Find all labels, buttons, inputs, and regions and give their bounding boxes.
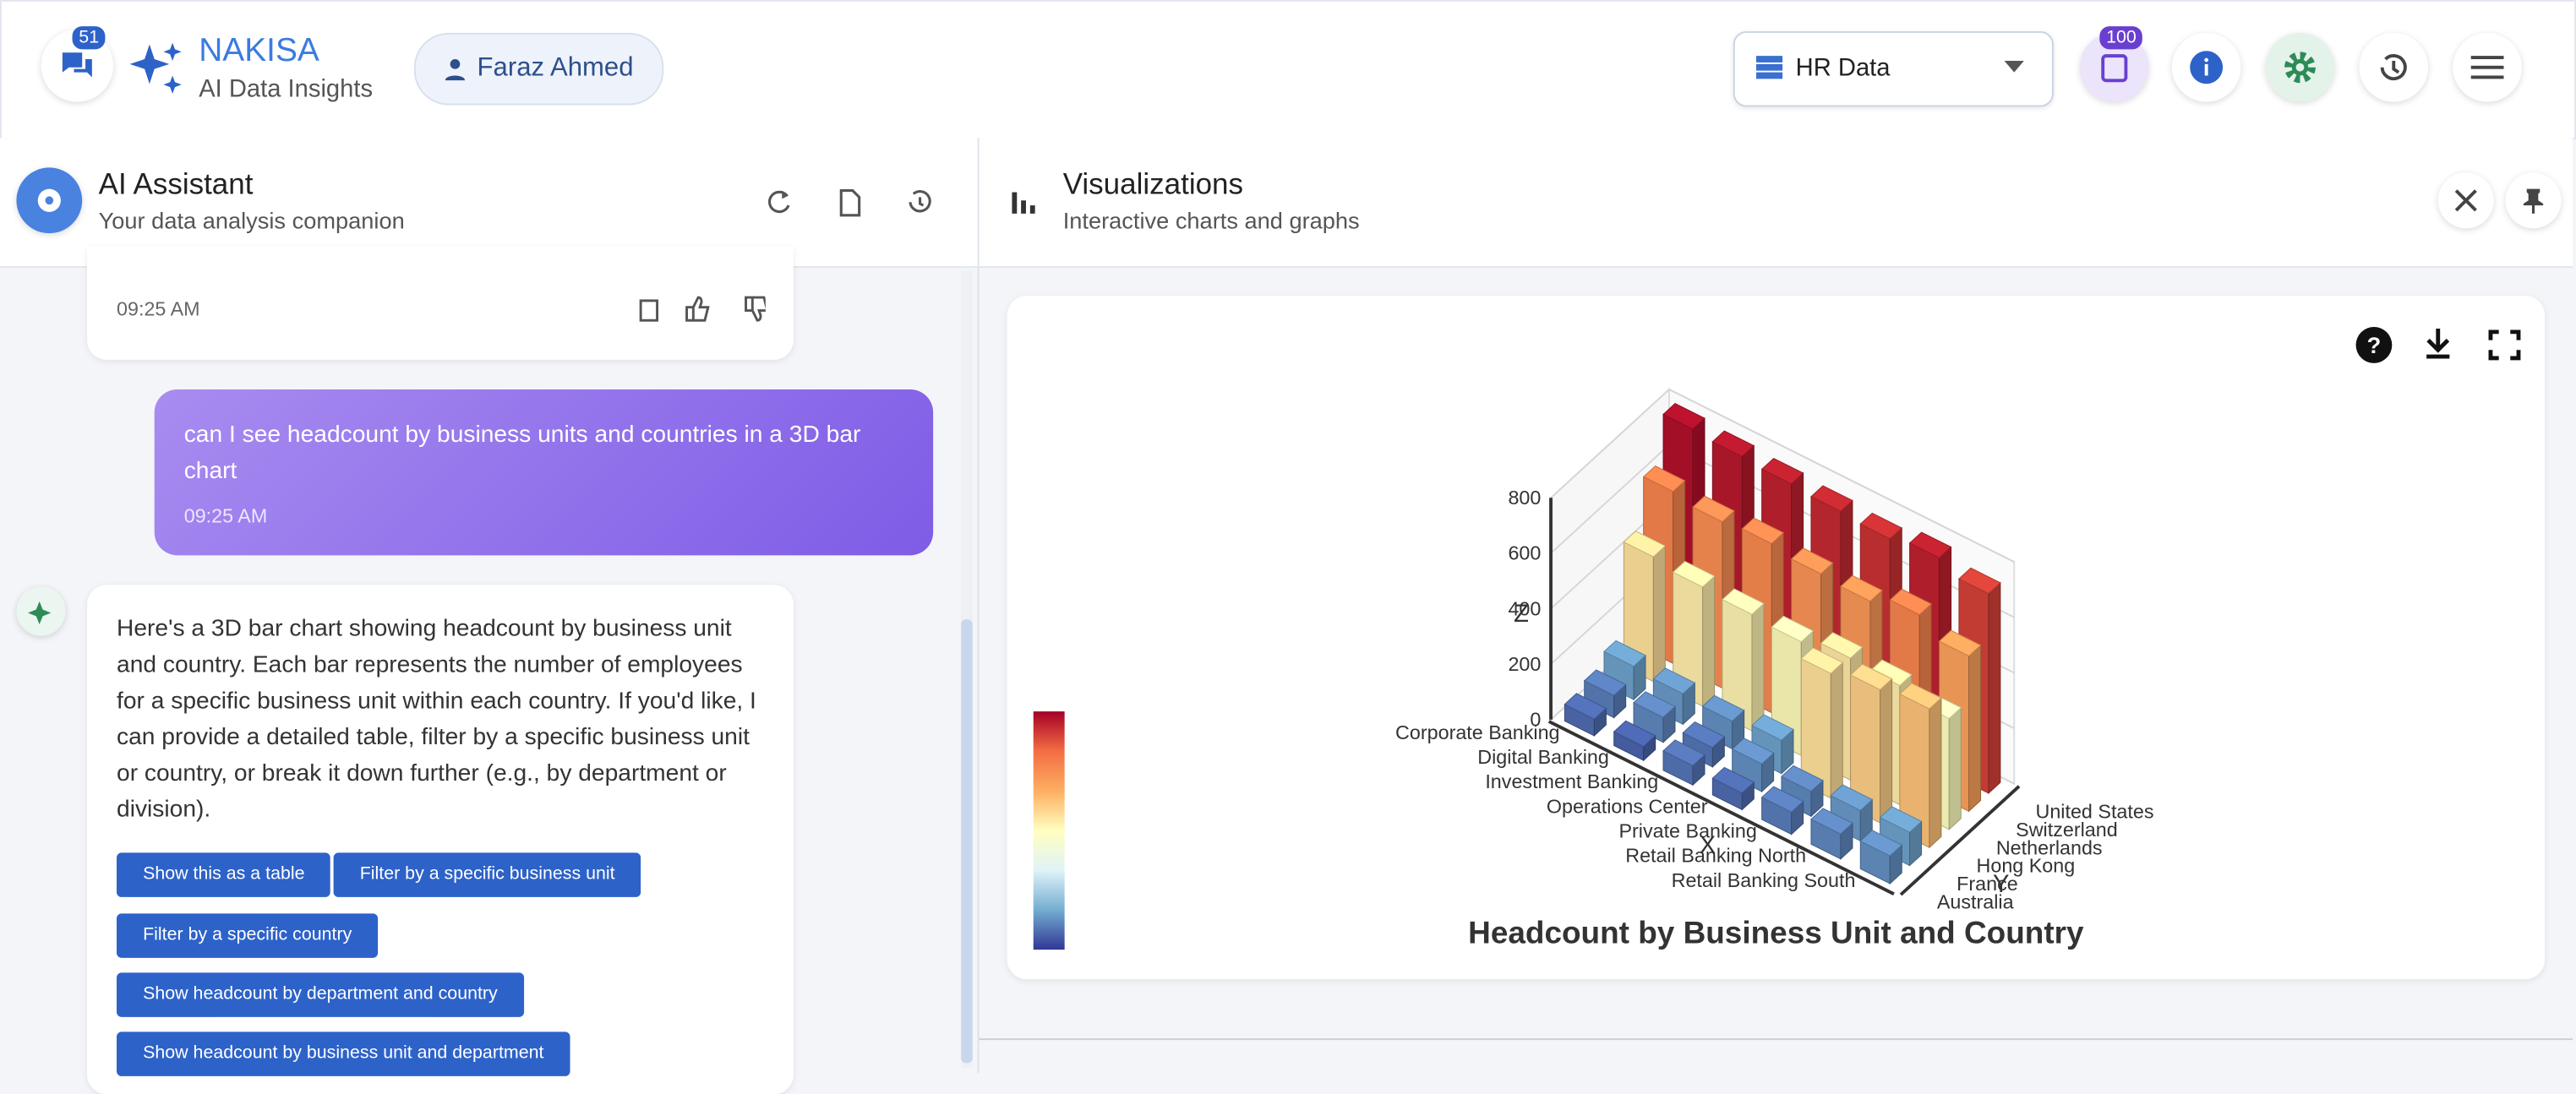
menu-button[interactable] (2453, 32, 2522, 102)
user-message-time: 09:25 AM (183, 504, 268, 528)
db-icon (1756, 56, 1783, 79)
chat-icon (62, 52, 92, 78)
chart-card (1007, 296, 2546, 980)
viz-header (979, 138, 2573, 269)
assistant-message (87, 246, 794, 360)
chart-toolbar[interactable]: ? (2351, 322, 2532, 367)
user-message-text: can I see headcount by business units an… (183, 422, 861, 485)
viz-subtitle: Interactive charts and graphs (1062, 207, 1360, 234)
settings-button[interactable] (2265, 32, 2335, 102)
history-button[interactable] (2359, 32, 2429, 102)
divider (979, 1038, 2573, 1041)
close-button[interactable] (2437, 172, 2494, 229)
chat-badge: 51 (72, 26, 106, 50)
message-actions[interactable] (634, 294, 766, 324)
book-icon (2101, 54, 2128, 83)
viz-title: Visualizations (1062, 167, 1244, 201)
assistant-response-text: Here's a 3D bar chart showing headcount … (117, 616, 756, 824)
close-icon (2454, 189, 2477, 212)
brand: NAKISA (199, 32, 319, 69)
history-icon (2380, 54, 2407, 81)
user-icon (445, 59, 466, 81)
menu-icon (2470, 56, 2504, 79)
assistant-title: AI Assistant (98, 167, 254, 201)
scroll-thumb[interactable] (961, 619, 973, 1064)
scrollbar[interactable] (961, 270, 973, 1069)
suggestion-button[interactable]: Show headcount by business unit and depa… (117, 1031, 570, 1076)
assistant-tools[interactable] (766, 188, 947, 217)
user-chip[interactable]: Faraz Ahmed (413, 32, 664, 106)
data-source: HR Data (1795, 54, 1891, 83)
tagline: AI Data Insights (199, 75, 374, 104)
pin-icon (2523, 188, 2544, 214)
assistant-subtitle: Your data analysis companion (98, 207, 405, 234)
user-name: Faraz Ahmed (477, 54, 634, 83)
data-source-select[interactable]: HR Data (1733, 30, 2054, 107)
sparkle-small (28, 601, 52, 625)
suggestion-button[interactable]: Filter by a specific business unit (333, 852, 641, 897)
user-message (154, 389, 934, 556)
suggestion-button[interactable]: Show this as a table (117, 852, 331, 897)
svg-text:?: ? (2367, 332, 2382, 358)
info-icon (2190, 51, 2224, 84)
chart-icon (1012, 192, 1035, 214)
notification-badge: 100 (2099, 26, 2143, 50)
brain-icon (37, 188, 61, 212)
suggestion-button[interactable]: Filter by a specific country (117, 913, 379, 958)
assistant-avatar (16, 167, 83, 234)
message-time: 09:25 AM (117, 297, 200, 321)
suggestion-button[interactable]: Show headcount by department and country (117, 972, 524, 1017)
pin-button[interactable] (2505, 172, 2562, 229)
gear-icon (2284, 52, 2316, 84)
sparkle-icon (129, 42, 182, 94)
assistant-icon (16, 586, 66, 636)
info-button[interactable] (2171, 32, 2241, 102)
caret (2004, 60, 2024, 73)
